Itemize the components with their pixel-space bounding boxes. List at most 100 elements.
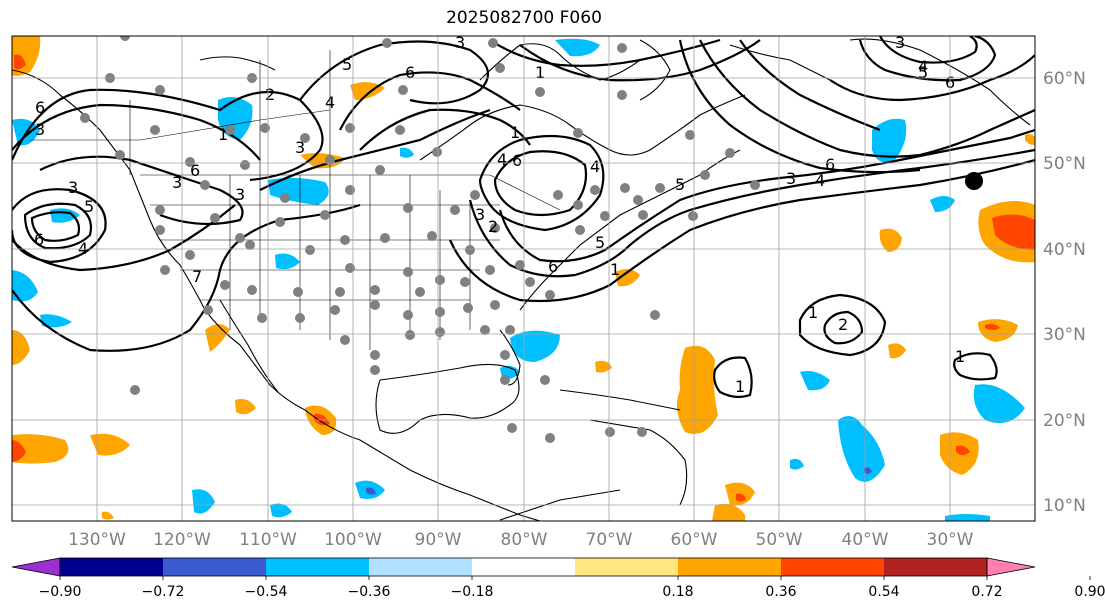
- lat-label: 60°N: [1043, 69, 1086, 89]
- contour-line: [39, 155, 244, 226]
- anomaly-blob: [978, 319, 1018, 342]
- contour-label: 1: [610, 260, 620, 279]
- contour-line: [858, 36, 997, 82]
- contour-label: 6: [512, 151, 522, 170]
- colorbar-tick-label: −0.72: [142, 584, 185, 600]
- contour-line: [259, 108, 491, 191]
- contour-line: [519, 39, 761, 82]
- contour-line: [12, 203, 361, 352]
- contour-label: 2: [488, 217, 498, 236]
- map-title: 2025082700 F060: [446, 8, 602, 28]
- contour-label: 5: [342, 55, 352, 74]
- anomaly-blob: [1025, 134, 1035, 145]
- anomaly-blob: [235, 399, 256, 415]
- contour-line: [879, 36, 978, 64]
- anomaly-blob: [736, 493, 746, 502]
- anomaly-blob: [930, 196, 955, 212]
- contour-label: 1: [735, 377, 745, 396]
- anomaly-blob: [40, 314, 72, 328]
- contour-label: 4: [325, 93, 335, 112]
- contour-label: 7: [192, 267, 202, 286]
- contour-line: [678, 39, 921, 174]
- contour-label: 4: [815, 171, 825, 190]
- anomaly-blob: [992, 214, 1035, 250]
- contour-line: [498, 128, 1035, 263]
- contour-line: [299, 40, 490, 105]
- contour-line: [339, 71, 521, 131]
- colorbar-extend-high: [986, 557, 1036, 577]
- anomaly-blob: [945, 514, 990, 521]
- anomaly-blob: [192, 489, 215, 514]
- lat-label: 10°N: [1043, 496, 1086, 516]
- lat-label: 20°N: [1043, 411, 1086, 431]
- contour-label: 6: [190, 161, 200, 180]
- anomaly-blob: [838, 416, 885, 482]
- colorbar-segment: [884, 558, 987, 576]
- contour-line: [493, 150, 588, 217]
- contour-label: 3: [235, 185, 245, 204]
- contour-line: [953, 352, 998, 381]
- highlight-marker: [965, 172, 983, 190]
- anomaly-blob: [595, 360, 612, 373]
- anomaly-blob: [879, 228, 902, 252]
- colorbar-segment: [472, 558, 575, 576]
- contour-label: 5: [84, 197, 94, 216]
- contour-line: [829, 54, 1035, 102]
- lon-label: 100°W: [324, 530, 382, 550]
- contour-line: [23, 202, 93, 250]
- anomaly-blob: [12, 434, 69, 464]
- contour-lines: [12, 36, 1035, 399]
- contour-label: 4: [78, 239, 88, 258]
- lon-label: 110°W: [239, 530, 297, 550]
- anomaly-blob: [864, 467, 872, 474]
- colorbar-segment: [781, 558, 884, 576]
- lon-label: 40°W: [842, 530, 889, 550]
- lon-label: 80°W: [501, 530, 548, 550]
- anomaly-blob: [510, 330, 560, 362]
- lon-label: 130°W: [68, 530, 126, 550]
- graticule: [12, 36, 1035, 521]
- anomaly-blob: [872, 118, 907, 163]
- contour-label: 1: [955, 347, 965, 366]
- contour-label: 5: [595, 233, 605, 252]
- contour-label: 1: [510, 123, 520, 142]
- anomaly-blob: [985, 324, 1000, 330]
- contour-label: 6: [825, 155, 835, 174]
- shaded-anomalies: [12, 36, 1035, 521]
- contour-label: 1: [535, 63, 545, 82]
- colorbar-tick-label: −0.90: [39, 584, 82, 600]
- lat-label: 30°N: [1043, 325, 1086, 345]
- colorbar-tick-label: 0.36: [765, 584, 796, 600]
- contour-label: 6: [405, 63, 415, 82]
- contour-line: [699, 39, 1035, 158]
- anomaly-blob: [400, 147, 414, 158]
- colorbar: −0.90 −0.72 −0.54 −0.36 −0.18 0.18 0.36 0.54 0.7…: [11, 557, 1105, 600]
- contour-label: 2: [838, 315, 848, 334]
- contour-line: [478, 134, 605, 232]
- lon-label: 70°W: [586, 530, 633, 550]
- anomaly-blob: [12, 270, 38, 302]
- contour-line: [798, 293, 887, 357]
- anomaly-blob: [615, 269, 640, 287]
- contour-line: [739, 39, 881, 132]
- anomaly-blob: [366, 487, 376, 495]
- latitude-labels: 60°N 50°N 40°N 30°N 20°N 10°N: [1043, 69, 1086, 516]
- contour-line: [448, 158, 1035, 303]
- contour-label: 6: [548, 257, 558, 276]
- anomaly-blob: [800, 371, 830, 391]
- colorbar-tick-label: 0.54: [868, 584, 899, 600]
- contour-label: 6: [34, 230, 44, 249]
- contour-label: 3: [475, 205, 485, 224]
- contour-label: 1: [218, 125, 228, 144]
- colorbar-segment: [163, 558, 266, 576]
- anomaly-blob: [12, 440, 26, 462]
- anomaly-blob: [790, 458, 804, 470]
- colorbar-tick-label: −0.54: [245, 584, 288, 600]
- station-markers: [80, 36, 760, 443]
- anomaly-blob: [90, 433, 130, 456]
- colorbar-segment: [266, 558, 369, 576]
- anomaly-blob: [888, 343, 906, 359]
- contour-label: 3: [786, 169, 796, 188]
- anomaly-blob: [712, 503, 745, 521]
- lon-label: 120°W: [153, 530, 211, 550]
